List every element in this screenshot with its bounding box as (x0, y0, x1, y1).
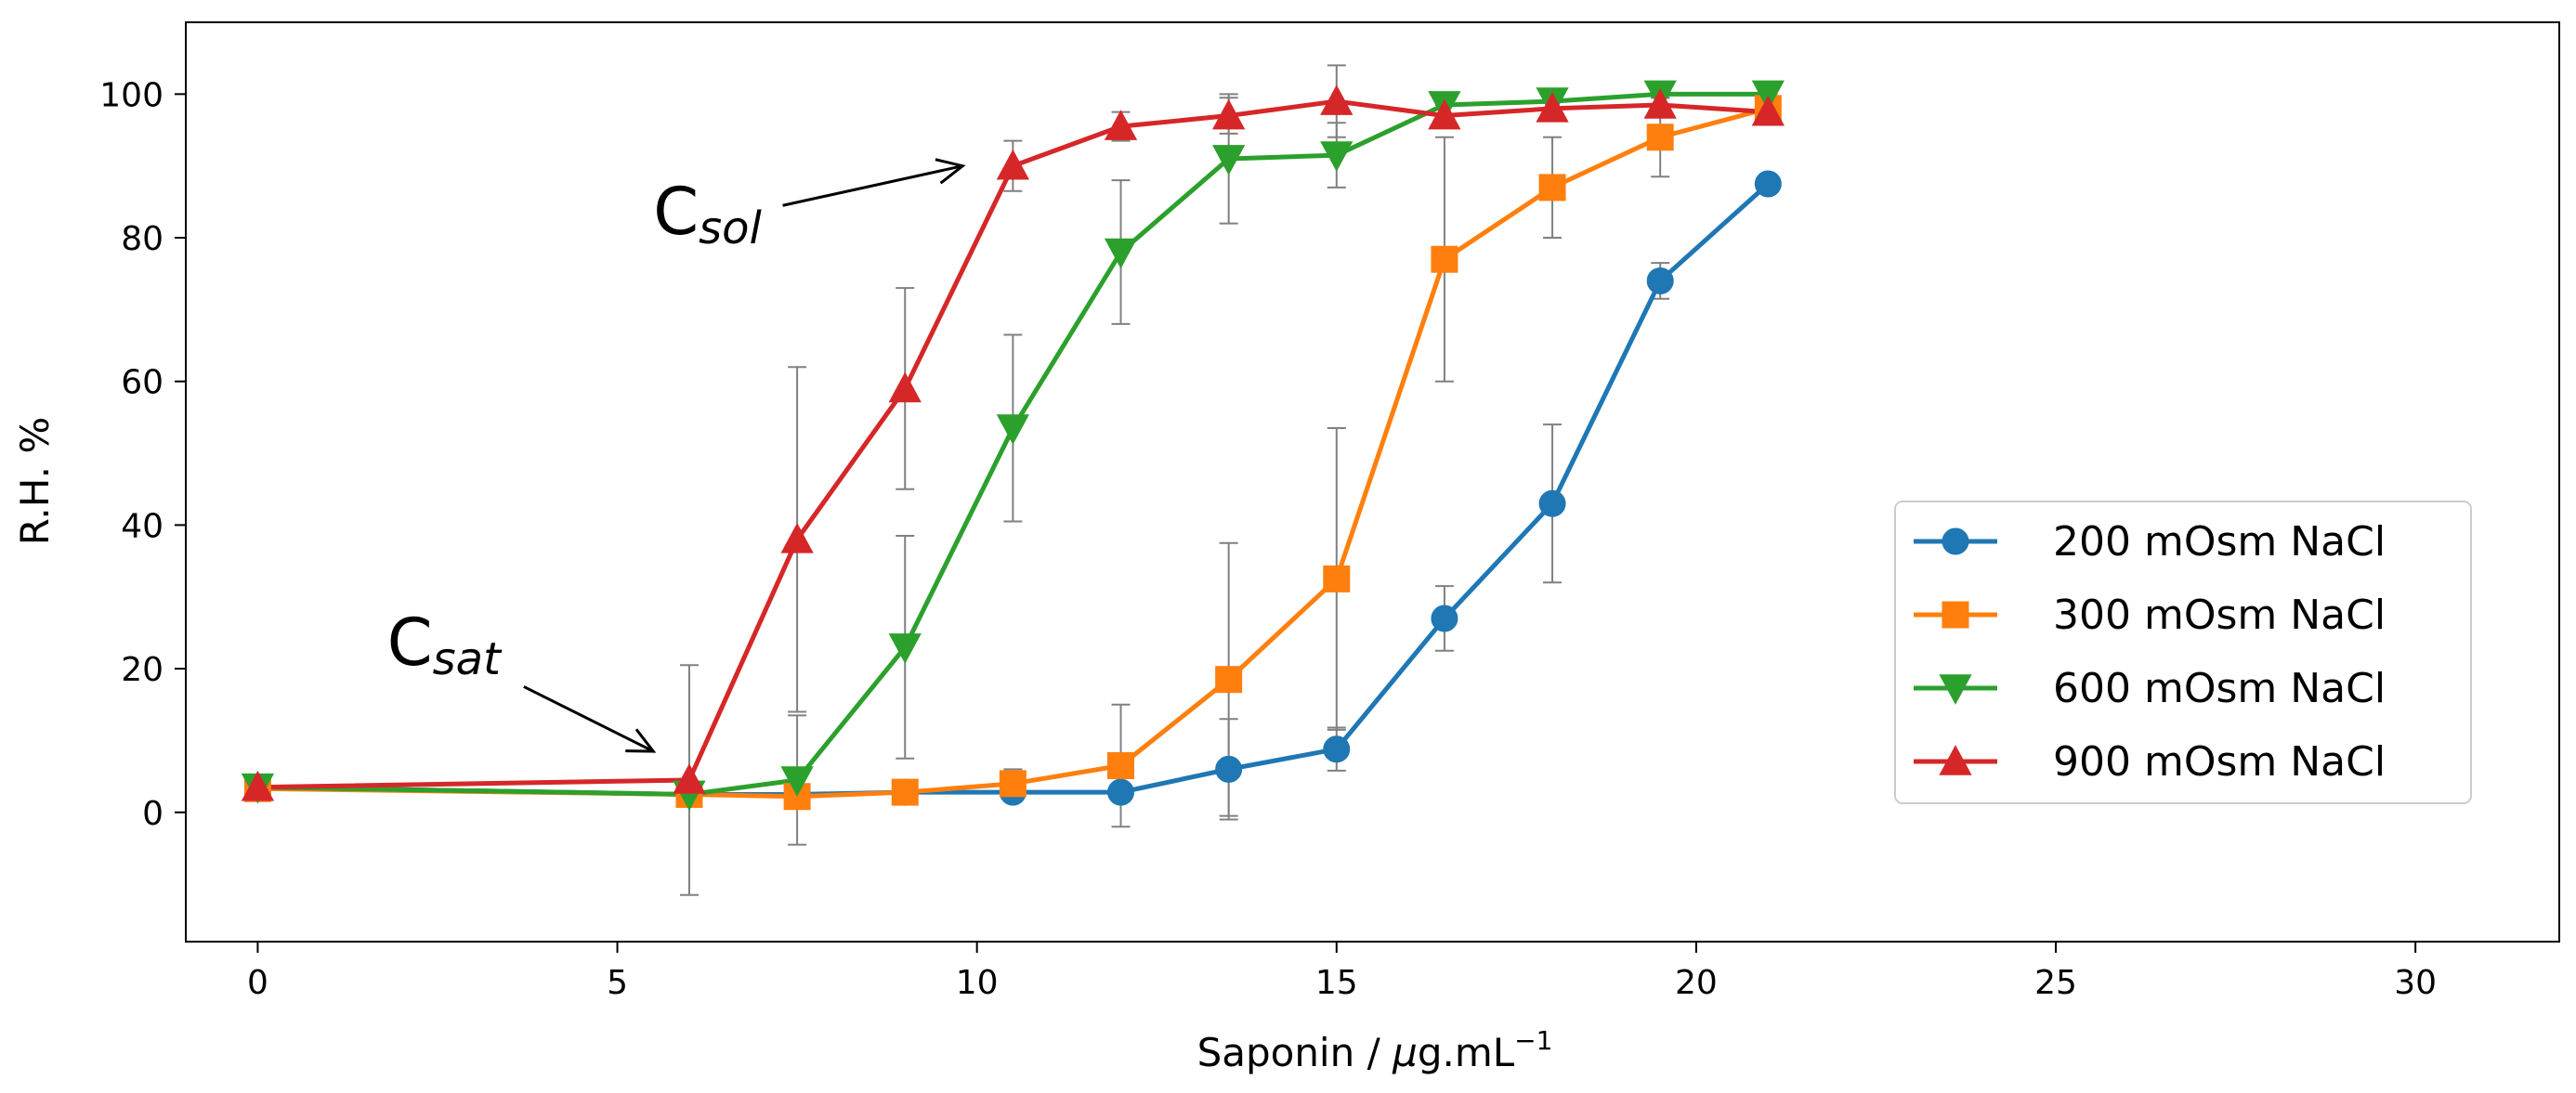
data-point (1212, 145, 1246, 176)
data-point (888, 371, 922, 403)
annotation-arrow (782, 164, 963, 207)
y-tick-label: 0 (142, 795, 163, 833)
legend-marker (1939, 745, 1972, 775)
data-point (891, 778, 919, 806)
data-point (1212, 98, 1246, 130)
data-point (996, 414, 1030, 445)
x-tick-label: 20 (1675, 964, 1718, 1002)
data-point (1643, 88, 1677, 119)
series-line (257, 106, 1769, 800)
legend-label: 600 mOsm NaCl (2053, 665, 2386, 712)
x-tick-label: 30 (2394, 964, 2437, 1002)
data-point (780, 523, 814, 553)
data-point (241, 770, 275, 801)
data-point (1536, 91, 1569, 123)
data-point (1646, 124, 1674, 151)
data-point (1538, 174, 1566, 202)
annotation-label: Csat (387, 605, 503, 685)
annotation-label: Csol (653, 174, 762, 254)
data-point (1431, 605, 1458, 632)
x-axis-label: Saponin / μg.mL−1 (1197, 1025, 1553, 1075)
data-point (1323, 565, 1351, 592)
data-point (780, 766, 814, 797)
data-point (996, 149, 1030, 180)
legend-label: 900 mOsm NaCl (2053, 738, 2386, 786)
annotation-arrow (523, 685, 654, 753)
data-point (999, 770, 1026, 798)
series-line (257, 98, 1769, 790)
y-tick-label: 20 (121, 651, 163, 689)
data-point (1215, 755, 1243, 783)
data-point (1646, 267, 1674, 294)
y-tick-label: 80 (121, 220, 163, 258)
x-tick-label: 5 (607, 964, 628, 1002)
data-point (1754, 170, 1782, 198)
y-axis-label: R.H. % (12, 417, 58, 546)
y-tick-label: 60 (121, 364, 163, 402)
data-point (1107, 752, 1135, 780)
x-tick-label: 10 (956, 964, 999, 1002)
annotation-arrowhead (935, 158, 966, 185)
data-point (1107, 778, 1135, 806)
data-point (1320, 141, 1353, 172)
legend-label: 200 mOsm NaCl (2053, 518, 2386, 566)
legend-marker (1939, 674, 1972, 705)
data-point (1428, 98, 1461, 130)
data-point (1320, 85, 1353, 115)
data-point (1751, 95, 1785, 126)
series-line (257, 91, 1769, 797)
x-tick-label: 15 (1315, 964, 1358, 1002)
legend-marker (1942, 601, 1969, 629)
legend-frame (1894, 501, 2472, 804)
data-point (1431, 245, 1458, 273)
y-tick-label: 100 (99, 76, 163, 114)
data-point (1323, 735, 1351, 763)
data-point (673, 763, 706, 794)
data-point (1104, 110, 1138, 140)
x-tick-label: 0 (247, 964, 268, 1002)
data-point (1538, 489, 1566, 517)
x-tick-label: 25 (2034, 964, 2077, 1002)
plot-area-frame (185, 21, 2560, 943)
y-tick-label: 40 (121, 507, 163, 545)
data-point (1751, 80, 1785, 111)
data-point (888, 633, 922, 664)
legend-label: 300 mOsm NaCl (2053, 592, 2386, 639)
data-point (1215, 666, 1243, 694)
annotation-arrowhead (625, 728, 657, 753)
data-point (1104, 238, 1138, 269)
legend: 200 mOsm NaCl 300 mOsm NaCl 600 mOsm NaCl 9… (1894, 501, 2472, 804)
legend-marker (1942, 527, 1969, 555)
